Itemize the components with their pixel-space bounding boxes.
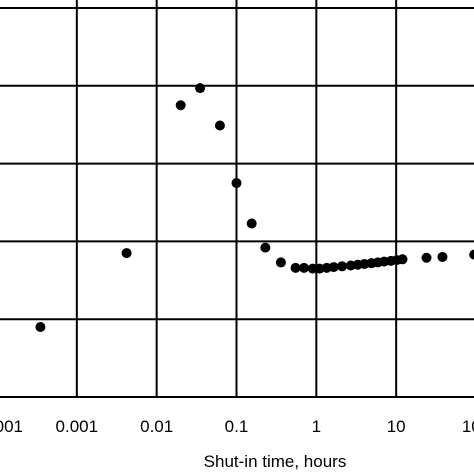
data-point	[469, 249, 474, 260]
x-tick-label: 1	[312, 417, 321, 436]
data-point	[421, 252, 432, 263]
x-tick-labels: 0.0001 0.001 0.01 0.1 1 10 100	[0, 417, 474, 436]
data-point	[307, 263, 318, 274]
data-point	[397, 254, 408, 265]
x-tick-label: 0.1	[225, 417, 249, 436]
data-point	[337, 261, 348, 272]
data-point	[260, 242, 271, 253]
x-tick-label: 100	[462, 417, 474, 436]
data-point	[246, 218, 257, 229]
x-axis-title: Shut-in time, hours	[204, 452, 347, 471]
data-point	[437, 251, 448, 262]
data-points	[35, 83, 474, 332]
data-point	[328, 262, 339, 273]
data-point	[175, 100, 186, 111]
data-point	[231, 178, 242, 189]
data-point	[35, 321, 46, 332]
data-point	[298, 262, 309, 273]
data-point	[214, 120, 225, 131]
x-tick-label: 0.0001	[0, 417, 23, 436]
x-tick-label: 0.001	[56, 417, 99, 436]
grid	[0, 0, 474, 398]
data-point	[290, 262, 301, 273]
x-tick-label: 10	[387, 417, 406, 436]
x-tick-label: 0.01	[140, 417, 173, 436]
data-point	[121, 248, 132, 259]
data-point	[195, 83, 206, 94]
data-point	[275, 257, 286, 268]
